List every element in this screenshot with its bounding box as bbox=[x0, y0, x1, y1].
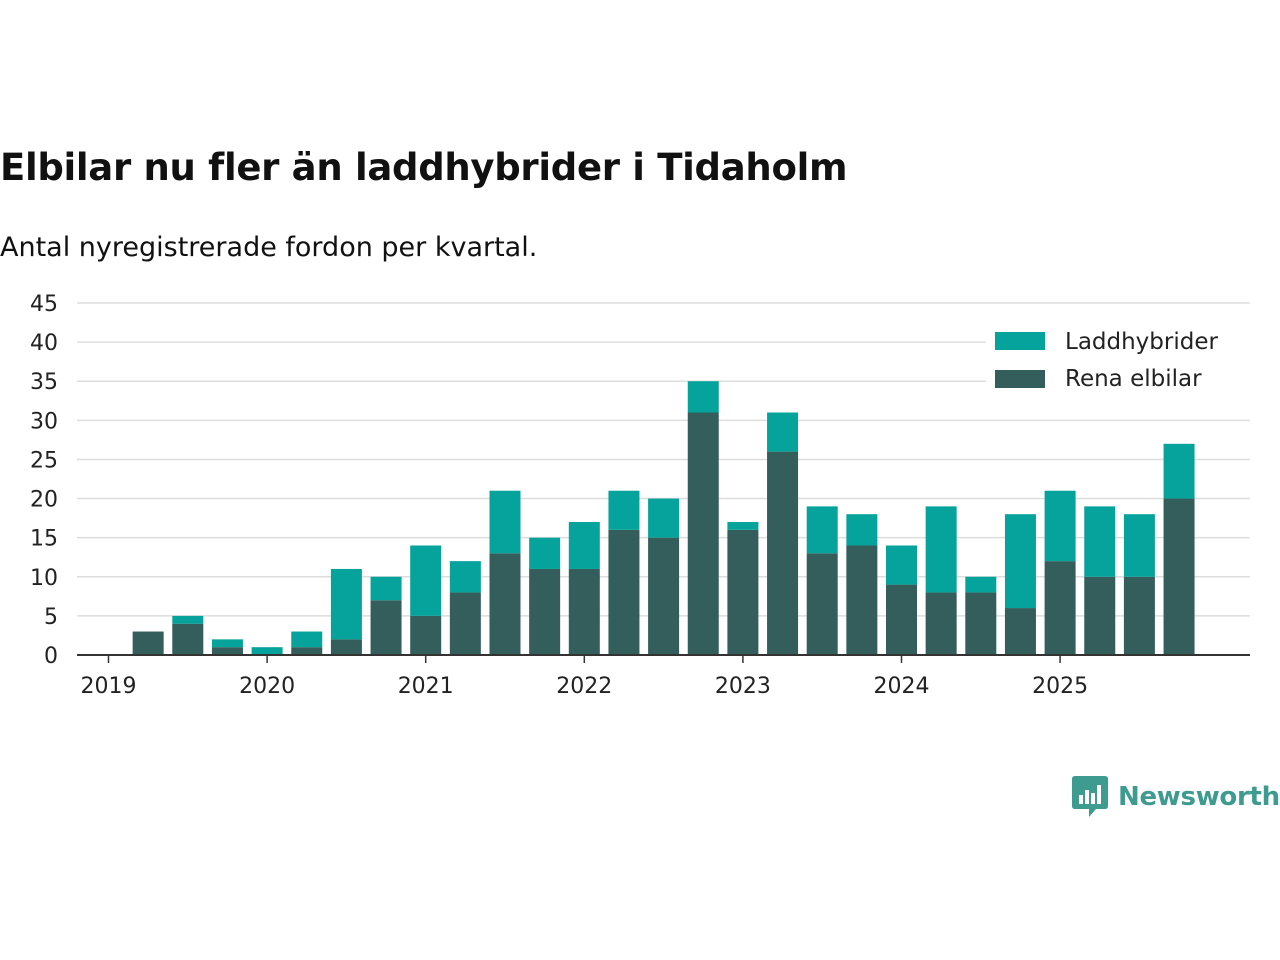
x-tick-label: 2022 bbox=[556, 674, 612, 699]
y-axis: 0 5 10 15 20 25 30 35 40 45 bbox=[30, 292, 58, 669]
bar-rena-elbilar bbox=[965, 592, 997, 655]
bars bbox=[132, 381, 1195, 655]
y-tick-label: 25 bbox=[30, 448, 58, 473]
bar-rena-elbilar bbox=[211, 647, 243, 655]
bar-laddhybrider bbox=[370, 576, 402, 601]
bar-rena-elbilar bbox=[608, 529, 640, 655]
bar-rena-elbilar bbox=[687, 412, 719, 655]
bar-laddhybrider bbox=[1044, 490, 1076, 562]
bar-rena-elbilar bbox=[648, 537, 680, 655]
bar-laddhybrider bbox=[965, 576, 997, 593]
x-tick-label: 2024 bbox=[874, 674, 930, 699]
y-tick-label: 20 bbox=[30, 488, 58, 513]
bar-rena-elbilar bbox=[1044, 561, 1076, 655]
y-tick-label: 30 bbox=[30, 409, 58, 434]
bar-laddhybrider bbox=[925, 506, 957, 593]
y-tick-label: 10 bbox=[30, 566, 58, 591]
bar-rena-elbilar bbox=[846, 545, 878, 655]
bar-rena-elbilar bbox=[727, 529, 759, 655]
y-tick-label: 40 bbox=[30, 331, 58, 356]
bar-rena-elbilar bbox=[291, 647, 323, 655]
newsworthy-logo-text: Newsworthy bbox=[1118, 782, 1280, 812]
bar-rena-elbilar bbox=[1163, 498, 1195, 655]
y-tick-label: 15 bbox=[30, 527, 58, 552]
bar-rena-elbilar bbox=[1084, 576, 1116, 655]
bar-laddhybrider bbox=[687, 381, 719, 413]
bar-rena-elbilar bbox=[925, 592, 957, 655]
bar-laddhybrider bbox=[489, 490, 521, 554]
bar-laddhybrider bbox=[648, 498, 680, 538]
bar-rena-elbilar bbox=[449, 592, 481, 655]
bar-laddhybrider bbox=[846, 514, 878, 546]
legend: Laddhybrider Rena elbilar bbox=[986, 328, 1254, 396]
bar-rena-elbilar bbox=[172, 623, 204, 655]
bar-laddhybrider bbox=[568, 522, 600, 569]
bar-laddhybrider bbox=[410, 545, 442, 616]
bar-laddhybrider bbox=[251, 647, 283, 655]
y-tick-label: 45 bbox=[30, 292, 58, 317]
bar-rena-elbilar bbox=[1004, 608, 1036, 655]
bar-rena-elbilar bbox=[370, 600, 402, 655]
y-tick-label: 5 bbox=[44, 605, 58, 630]
bar-laddhybrider bbox=[727, 522, 759, 530]
bar-rena-elbilar bbox=[1123, 576, 1155, 655]
bar-laddhybrider bbox=[608, 490, 640, 530]
bar-laddhybrider bbox=[1123, 514, 1155, 577]
bar-laddhybrider bbox=[806, 506, 838, 554]
bar-laddhybrider bbox=[291, 631, 323, 648]
x-tick-label: 2025 bbox=[1032, 674, 1088, 699]
y-tick-label: 0 bbox=[44, 644, 58, 669]
legend-label-laddhybrider: Laddhybrider bbox=[1065, 329, 1218, 355]
x-tick-label: 2021 bbox=[398, 674, 454, 699]
x-tick-label: 2023 bbox=[715, 674, 771, 699]
bar-laddhybrider bbox=[1084, 506, 1116, 577]
chart-subtitle: Antal nyregistrerade fordon per kvartal. bbox=[0, 232, 538, 263]
x-axis: 2019 2020 2021 2022 2023 2024 2025 bbox=[77, 654, 1250, 699]
x-tick-label: 2020 bbox=[239, 674, 295, 699]
bar-rena-elbilar bbox=[806, 553, 838, 655]
newsworthy-logo[interactable]: Newsworthy bbox=[1072, 776, 1280, 818]
bar-rena-elbilar bbox=[886, 584, 917, 655]
x-tick-label: 2019 bbox=[81, 674, 137, 699]
bar-laddhybrider bbox=[211, 639, 243, 648]
bar-laddhybrider bbox=[529, 537, 561, 569]
bar-laddhybrider bbox=[172, 615, 204, 624]
newsworthy-logo-icon bbox=[1072, 776, 1108, 817]
bar-rena-elbilar bbox=[330, 639, 362, 655]
legend-swatch-rena-elbilar bbox=[995, 370, 1045, 388]
y-tick-label: 35 bbox=[30, 370, 58, 395]
bar-laddhybrider bbox=[449, 561, 481, 593]
bar-rena-elbilar bbox=[489, 553, 521, 655]
bar-laddhybrider bbox=[330, 568, 362, 640]
bar-rena-elbilar bbox=[529, 568, 561, 655]
bar-rena-elbilar bbox=[410, 615, 442, 655]
bar-laddhybrider bbox=[886, 545, 917, 585]
bar-laddhybrider bbox=[1004, 514, 1036, 609]
bar-rena-elbilar bbox=[132, 631, 164, 655]
bar-rena-elbilar bbox=[767, 451, 799, 655]
chart-title: Elbilar nu fler än laddhybrider i Tidaho… bbox=[0, 146, 848, 189]
bar-rena-elbilar bbox=[568, 568, 600, 655]
bar-laddhybrider bbox=[1163, 443, 1195, 499]
legend-label-rena-elbilar: Rena elbilar bbox=[1065, 366, 1202, 392]
legend-swatch-laddhybrider bbox=[995, 332, 1045, 350]
bar-laddhybrider bbox=[767, 412, 799, 452]
